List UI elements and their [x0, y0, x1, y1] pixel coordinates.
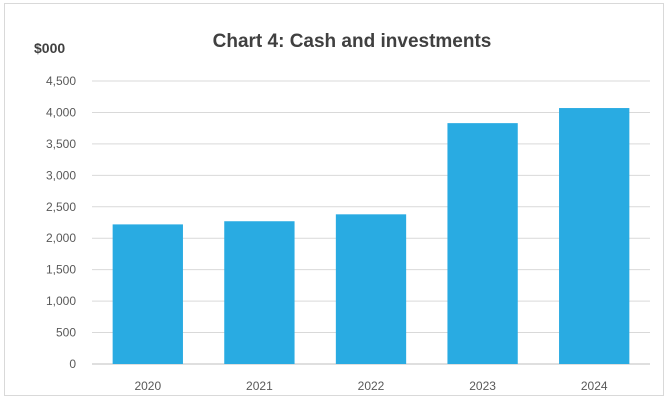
- bar-2022: [335, 214, 407, 364]
- bar-2023: [447, 123, 518, 364]
- bar-2021: [224, 221, 295, 364]
- x-tick-label: 2022: [358, 379, 385, 393]
- x-tick-label: 2021: [246, 379, 273, 393]
- y-tick-label: 1,000: [46, 294, 76, 308]
- y-tick-label: 0: [69, 357, 76, 371]
- y-axis-tick-labels: 0 500 1,000 1,500 2,000 2,500 3,000 3,500 4,000 4…: [46, 74, 76, 371]
- y-tick-label: 3,000: [46, 168, 76, 182]
- bar-2020: [112, 224, 183, 364]
- x-tick-label: 2020: [134, 379, 161, 393]
- bar-2024: [559, 108, 630, 364]
- y-tick-label: 4,500: [46, 74, 76, 88]
- y-tick-label: 3,500: [46, 137, 76, 151]
- x-tick-label: 2023: [469, 379, 496, 393]
- x-tick-label: 2024: [581, 379, 608, 393]
- y-tick-label: 2,000: [46, 231, 76, 245]
- y-tick-label: 2,500: [46, 200, 76, 214]
- y-tick-label: 4,000: [46, 105, 76, 119]
- bars: [112, 108, 630, 364]
- gridlines: [92, 80, 650, 365]
- x-axis-tick-labels: 2020 2021 2022 2023 2024: [134, 379, 607, 393]
- chart-title: Chart 4: Cash and investments: [213, 31, 492, 52]
- y-tick-label: 1,500: [46, 263, 76, 277]
- y-axis-unit-label: $000: [34, 40, 65, 56]
- y-tick-label: 500: [56, 326, 76, 340]
